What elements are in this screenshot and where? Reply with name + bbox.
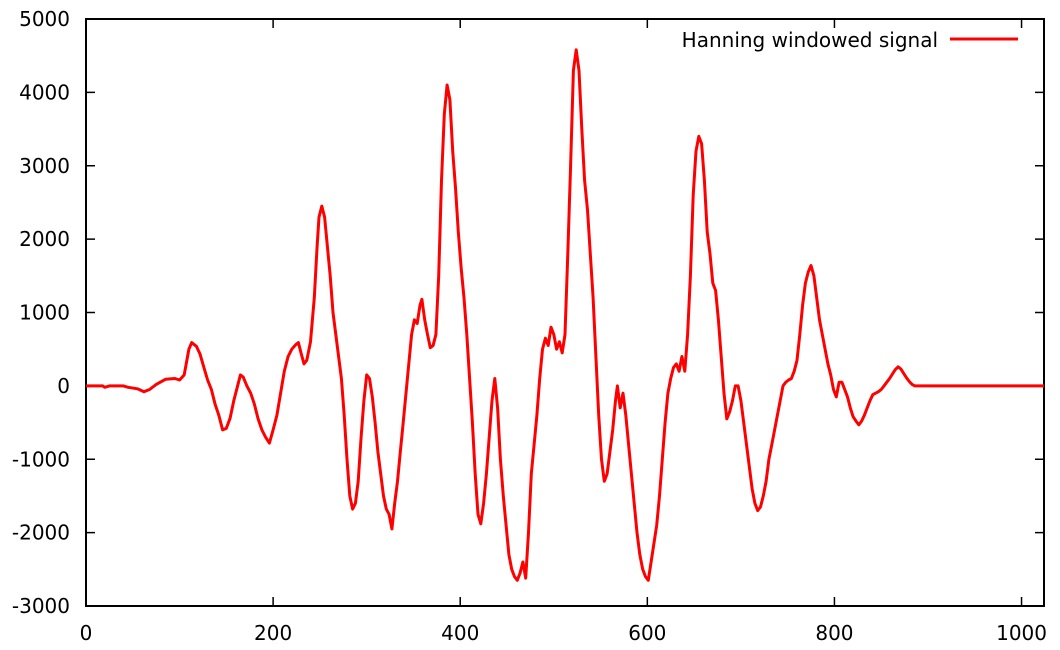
y-tick-label: 1000 <box>19 301 70 325</box>
y-tick-label: -3000 <box>12 594 70 618</box>
x-tick-label: 800 <box>815 621 853 645</box>
y-tick-label: 3000 <box>19 154 70 178</box>
y-tick-label: -1000 <box>12 447 70 471</box>
y-tick-label: -2000 <box>12 521 70 545</box>
y-tick-label: 5000 <box>19 7 70 31</box>
x-tick-label: 200 <box>254 621 292 645</box>
axis-ticks: -3000 -2000 -1000 0 1000 2000 3000 4000 5000 0 200… <box>12 7 1047 645</box>
legend-label: Hanning windowed signal <box>682 28 938 52</box>
x-tick-label: 600 <box>628 621 666 645</box>
x-tick-label: 0 <box>80 621 93 645</box>
series-line-0 <box>86 48 1044 582</box>
y-tick-label: 4000 <box>19 80 70 104</box>
y-tick-label: 2000 <box>19 227 70 251</box>
x-tick-label: 400 <box>441 621 479 645</box>
x-tick-label: 1000 <box>996 621 1047 645</box>
series-layer <box>86 48 1044 582</box>
y-tick-label: 0 <box>57 374 70 398</box>
legend: Hanning windowed signal <box>682 28 1018 52</box>
